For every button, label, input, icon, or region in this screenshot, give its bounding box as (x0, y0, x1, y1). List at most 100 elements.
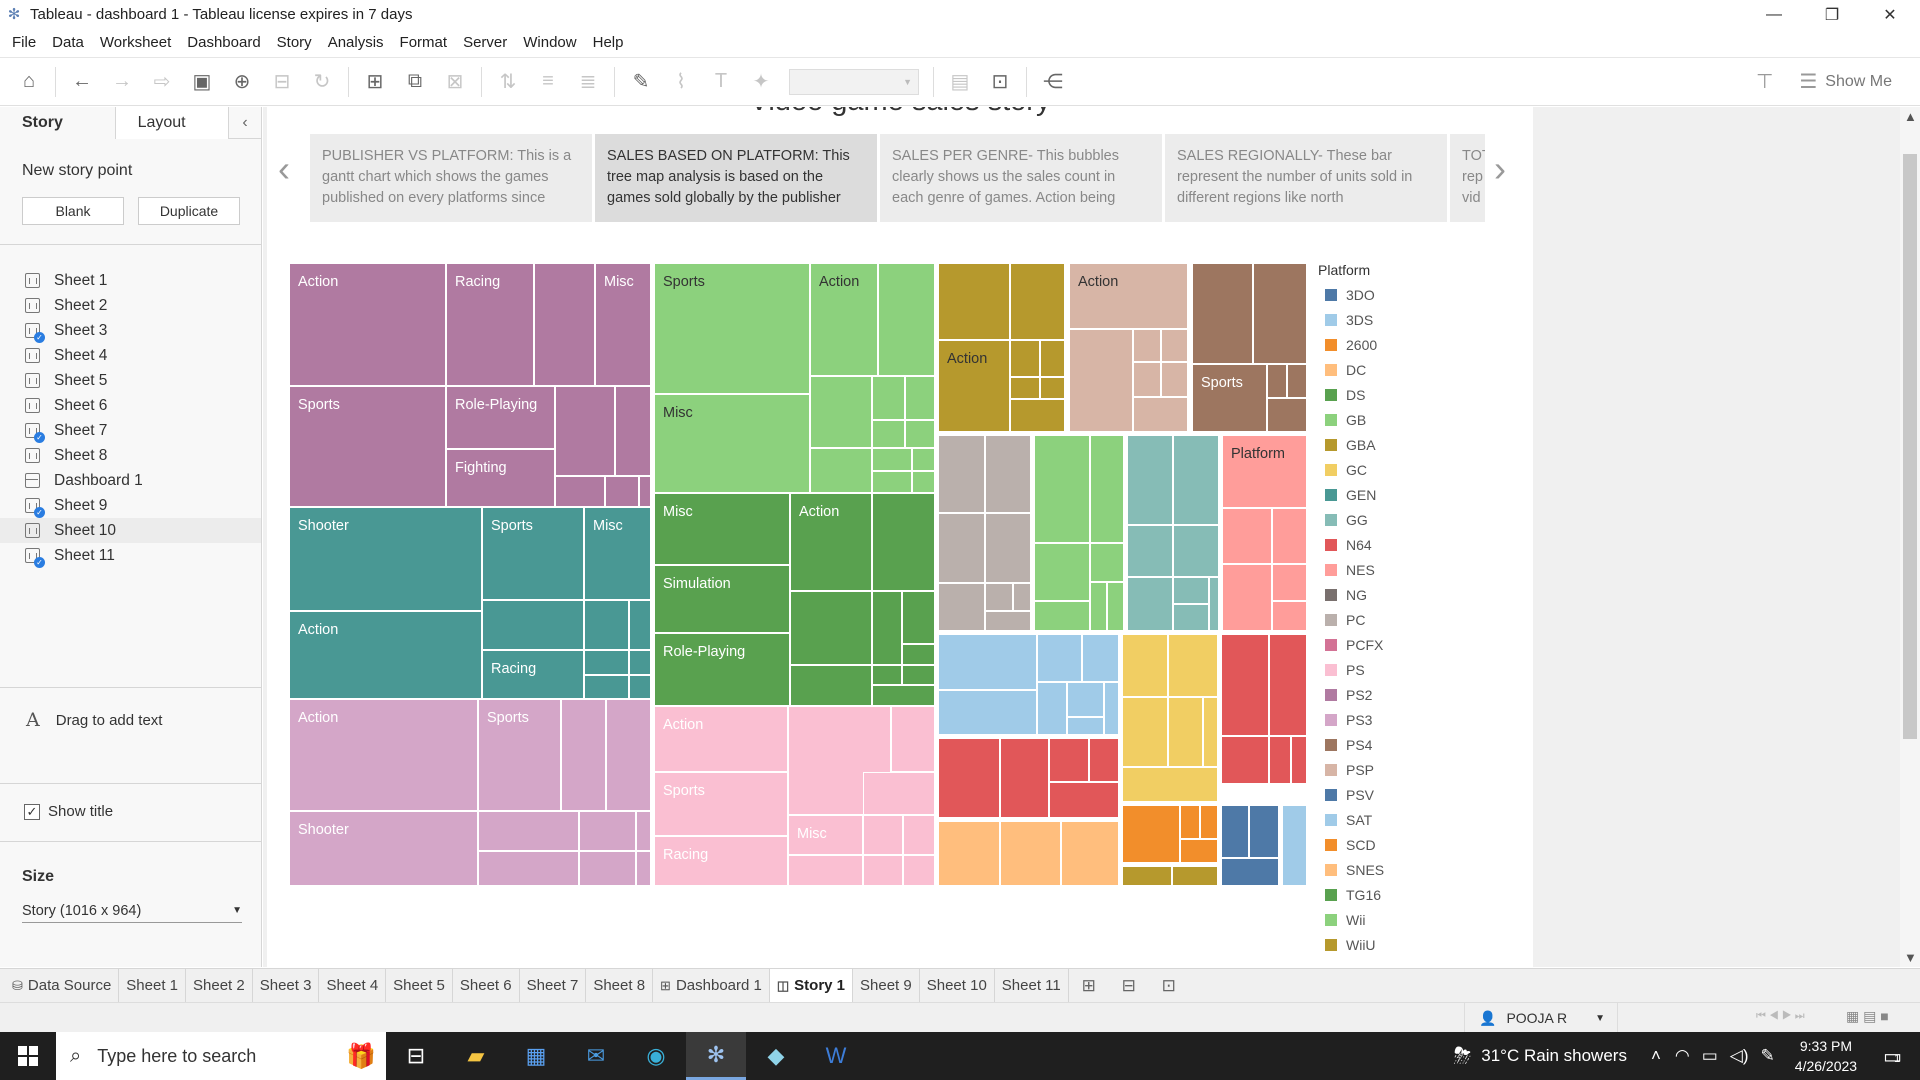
battery-icon[interactable]: ▭ (1701, 1046, 1718, 1065)
treemap-tile-ps2[interactable]: Action (289, 263, 446, 386)
treemap-tile-pc[interactable] (938, 513, 985, 583)
treemap-tile-gb[interactable] (1090, 582, 1107, 631)
treemap-tile-ps[interactable] (863, 772, 935, 815)
treemap-tile-psp[interactable] (1133, 362, 1161, 397)
treemap-tile-ps[interactable]: Action (654, 706, 788, 772)
sheet-list-item[interactable]: Sheet 6 (0, 393, 261, 418)
treemap-tile-gb[interactable] (912, 448, 935, 471)
treemap-tile-gc[interactable] (1168, 697, 1203, 767)
treemap-tile-ds[interactable]: Role-Playing (654, 633, 790, 706)
swap-icon[interactable]: ⇅ (499, 71, 517, 93)
treemap-tile-ps2[interactable] (555, 476, 605, 507)
treemap-tile-ps3[interactable] (579, 811, 636, 851)
treemap-tile-ps3[interactable] (606, 699, 651, 811)
tab-sheet-11[interactable]: Sheet 11 (995, 968, 1069, 1003)
redo-icon[interactable]: → (112, 70, 132, 92)
new-story-tab-icon[interactable]: ⊡ (1161, 975, 1176, 995)
story-point-1[interactable]: PUBLISHER VS PLATFORM: This is a gantt c… (310, 134, 592, 222)
treemap-tile-ds[interactable]: Simulation (654, 565, 790, 633)
treemap-tile-dc[interactable] (1061, 821, 1119, 886)
tab-sheet-1[interactable]: Sheet 1 (119, 968, 187, 1003)
treemap-tile-ps3[interactable]: Shooter (289, 811, 478, 886)
clear-sheet-icon[interactable]: ⊠ (446, 71, 464, 93)
treemap-tile-ds[interactable] (872, 665, 902, 685)
legend-item[interactable]: DS (1318, 382, 1438, 407)
maximize-button[interactable]: ❐ (1824, 6, 1840, 24)
treemap-tile-ps4[interactable] (1192, 263, 1253, 364)
treemap-tile-gba[interactable] (1010, 263, 1065, 340)
treemap-tile-gb[interactable]: Sports (654, 263, 810, 394)
treemap-tile-ps4[interactable]: Sports (1192, 364, 1267, 432)
home-icon[interactable]: ⌂ (22, 70, 36, 92)
treemap-tile-gen[interactable]: Misc (584, 507, 651, 600)
previous-story-point-icon[interactable]: ‹ (278, 148, 290, 189)
treemap-tile-ps3[interactable] (478, 851, 579, 886)
treemap-tile-ps2[interactable]: Misc (595, 263, 651, 386)
sheet-list-item[interactable]: Sheet 8 (0, 443, 261, 468)
treemap-tile-gen[interactable] (584, 600, 629, 650)
tab-data-source[interactable]: ⛁ Data Source (0, 968, 120, 1003)
wifi-icon[interactable]: ◠ (1674, 1046, 1690, 1065)
treemap-tile-sat[interactable] (1282, 805, 1307, 886)
tab-dashboard-1[interactable]: ⊞ Dashboard 1 (653, 968, 770, 1003)
sort-descending-icon[interactable]: ≣ (579, 71, 597, 93)
duplicate-sheet-icon[interactable]: ⧉ (407, 70, 423, 92)
scroll-up-icon[interactable]: ▲ (1904, 109, 1917, 124)
vertical-scrollbar[interactable]: ▲ ▼ (1900, 107, 1920, 967)
treemap-tile-n64[interactable] (1221, 634, 1269, 736)
treemap-tile-pc[interactable] (985, 611, 1031, 631)
treemap-tile-ps2[interactable]: Sports (289, 386, 446, 507)
file-explorer-icon[interactable]: ▰ (467, 1043, 485, 1068)
menu-worksheet[interactable]: Worksheet (99, 34, 172, 51)
sheet-list-item[interactable]: ✓ Sheet 3 (0, 318, 261, 343)
treemap-tile-gb[interactable] (810, 448, 872, 493)
treemap-tile-n64[interactable] (1049, 738, 1089, 782)
treemap-tile-ps2[interactable]: Racing (446, 263, 534, 386)
treemap-tile-ps3[interactable] (478, 811, 579, 851)
menu-analysis[interactable]: Analysis (327, 34, 384, 51)
treemap-tile-pc[interactable] (985, 435, 1031, 513)
legend-item[interactable]: PS (1318, 657, 1438, 682)
treemap-tile-gb[interactable] (872, 448, 912, 471)
scrollbar-thumb[interactable] (1903, 154, 1917, 739)
treemap-tile-gba[interactable] (1010, 399, 1065, 432)
menu-format[interactable]: Format (399, 34, 448, 51)
tab-sheet-6[interactable]: Sheet 6 (453, 968, 520, 1003)
undo-icon[interactable]: ← (72, 70, 92, 92)
legend-item[interactable]: NG (1318, 582, 1438, 607)
view-mode-icons[interactable]: ▦ ▤ ■ (1846, 1008, 1889, 1024)
treemap-tile-gb[interactable]: Action (810, 263, 878, 376)
menu-story[interactable]: Story (276, 34, 312, 51)
treemap-tile-gen[interactable]: Racing (482, 650, 584, 699)
presentation-mode-icon[interactable]: ⊡ (991, 71, 1009, 93)
sort-ascending-icon[interactable]: ≡ (542, 70, 554, 92)
duplicate-button[interactable]: Duplicate (138, 197, 240, 225)
treemap-tile-ds[interactable]: Misc (654, 493, 790, 565)
menu-help[interactable]: Help (592, 34, 624, 51)
treemap-tile-3ds[interactable] (938, 634, 1037, 690)
new-worksheet-icon[interactable]: ⊞ (366, 71, 384, 93)
treemap-tile-ds[interactable] (872, 493, 935, 591)
treemap-tile-gc[interactable] (1203, 697, 1218, 767)
tab-sheet-9[interactable]: Sheet 9 (853, 968, 920, 1003)
treemap-tile-gen[interactable]: Shooter (289, 507, 482, 611)
checkbox-checked-icon[interactable]: ✓ (24, 803, 40, 820)
sheet-list-item[interactable]: Sheet 5 (0, 368, 261, 393)
treemap-tile-ps[interactable] (903, 815, 935, 855)
treemap-tile-gg[interactable] (1173, 435, 1219, 525)
treemap-tile-ps[interactable]: Misc (788, 815, 863, 855)
treemap-tile-gen[interactable] (629, 675, 651, 699)
treemap-tile-ds[interactable]: Action (790, 493, 872, 591)
treemap-tile-gb[interactable] (1034, 435, 1090, 543)
treemap-tile-gc[interactable] (1168, 634, 1218, 697)
word-icon[interactable]: W (825, 1043, 847, 1068)
treemap-tile-gen[interactable] (629, 650, 651, 675)
legend-item[interactable]: WiiU (1318, 932, 1438, 957)
treemap-tile-pc[interactable] (938, 583, 985, 631)
treemap-tile-gen[interactable]: Sports (482, 507, 584, 600)
new-data-source-icon[interactable]: ⊕ (233, 71, 251, 93)
story-point-2[interactable]: SALES BASED ON PLATFORM: This tree map a… (595, 134, 877, 222)
treemap-tile-gb[interactable] (905, 376, 935, 420)
sheet-list-item[interactable]: Sheet 10 (0, 518, 261, 543)
treemap-tile-gg[interactable] (1173, 577, 1209, 604)
